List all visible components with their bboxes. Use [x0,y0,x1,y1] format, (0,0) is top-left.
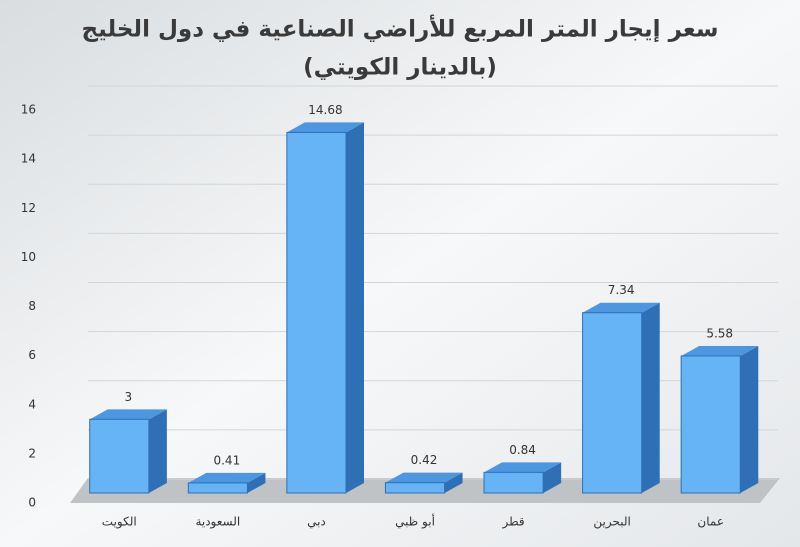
data-label: 3 [124,390,132,404]
y-tick-label: 16 [21,103,36,117]
y-tick-label: 8 [28,299,36,313]
x-tick-label: أبو ظبي [395,514,435,530]
y-tick-label: 6 [28,348,36,362]
bar-top [582,302,660,313]
y-tick-label: 12 [21,201,36,215]
bar-top [89,409,167,420]
y-tick-label: 2 [28,446,36,460]
data-label: 7.34 [608,283,635,297]
bar-top [188,472,266,483]
bar [483,471,544,494]
x-tick-label: عمان [697,515,724,529]
bar-side [740,345,759,493]
x-tick-label: دبي [307,515,326,529]
bar-side [543,462,562,493]
y-tick-label: 14 [21,152,36,166]
bar-top [681,345,759,356]
y-tick-label: 10 [21,250,36,264]
bar-side [346,122,364,494]
bar-top [385,472,463,483]
bar [680,355,741,494]
bar [187,482,248,494]
bar-side [247,472,266,493]
bar-side [641,302,660,493]
bar [384,482,446,494]
x-tick-label: السعودية [195,515,240,530]
bar [89,418,150,494]
bar-side [148,409,167,493]
x-tick-label: البحرين [593,515,630,530]
data-label: 0.41 [213,453,240,467]
data-label: 5.58 [706,326,733,340]
bar [582,312,643,494]
bar-top [286,122,364,133]
bar [286,131,347,494]
chart-title: سعر إيجار المتر المربع للأراضي الصناعية … [82,14,719,43]
y-tick-label: 4 [28,397,36,411]
data-label: 0.84 [509,443,536,457]
bar-top [484,462,562,473]
x-tick-label: قطر [501,515,524,530]
bar-side [444,472,463,493]
data-label: 0.42 [411,453,438,467]
y-tick-label: 0 [28,496,36,510]
x-tick-label: الكويت [102,515,137,530]
data-label: 14.68 [308,103,342,117]
chart-subtitle: (بالدينار الكويتي) [303,55,497,81]
